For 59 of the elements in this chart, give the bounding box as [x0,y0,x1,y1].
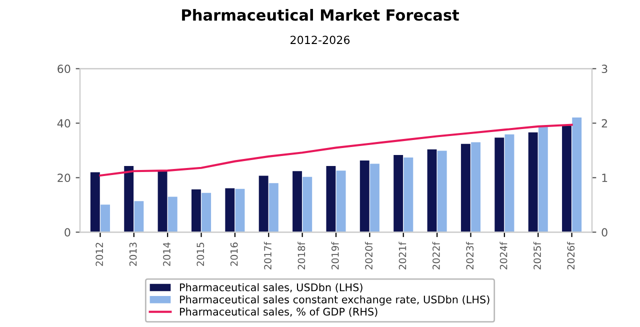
bar [168,196,178,232]
chart-title: Pharmaceutical Market Forecast [182,8,459,21]
x-tick-label: 2023f [466,242,474,270]
bar [427,149,437,232]
bar [292,171,302,232]
bar [235,188,245,232]
x-tick-label: 2016 [230,242,238,266]
bar [460,144,470,232]
x-tick-label: 2025f [533,242,541,270]
legend-label: Pharmaceutical sales, USDbn (LHS) [180,283,362,293]
line-series [99,124,573,177]
chart-subtitle: 2012-2026 [290,36,350,44]
x-tick-label: 2013 [129,242,137,266]
bar [394,155,404,232]
x-tick-label: 2019f [331,242,339,270]
x-tick-label: 2026f [567,242,575,270]
y2-tick-label: 0 [602,228,608,237]
x-tick-label: 2021f [398,242,406,270]
bar [437,150,447,232]
bar [471,142,481,232]
bar [268,183,278,232]
x-tick-label: 2014 [163,242,170,266]
bar [225,188,235,232]
bar [504,134,514,232]
bar [528,132,538,232]
x-tick-label: 2015 [196,242,204,266]
bar [572,117,582,232]
x-tick-label: 2012 [96,242,104,266]
y-tick-label: 40 [57,119,70,128]
x-tick-label: 2022f [432,242,440,270]
legend-label: Pharmaceutical sales, % of GDP (RHS) [180,308,378,317]
bar [336,170,346,232]
x-tick-label: 2020f [364,242,373,270]
y-tick-label: 60 [58,64,70,74]
bar [258,176,268,232]
bar [360,160,370,232]
x-tick-label: 2018f [298,242,306,270]
bar [134,201,144,232]
bar [191,189,201,232]
y2-tick-label: 1 [602,174,608,182]
y2-tick-label: 3 [602,64,608,74]
x-tick-label: 2017f [264,242,272,270]
bar [494,138,504,232]
bar [124,166,134,232]
bar [100,204,110,232]
legend-label: Pharmaceutical sales constant exchange rate, USDbn (LHS) [180,295,490,306]
y2-tick-label: 2 [602,119,607,128]
y-tick-label: 20 [58,174,70,182]
bar [404,158,414,232]
bar [562,126,572,232]
bar [302,176,312,232]
bar [538,126,548,232]
bar [326,166,336,232]
y-tick-label: 0 [64,228,70,237]
x-tick-label: 2024f [500,242,508,270]
bar [90,172,100,232]
bar [370,164,380,232]
bar [202,192,212,232]
bar [158,170,168,232]
